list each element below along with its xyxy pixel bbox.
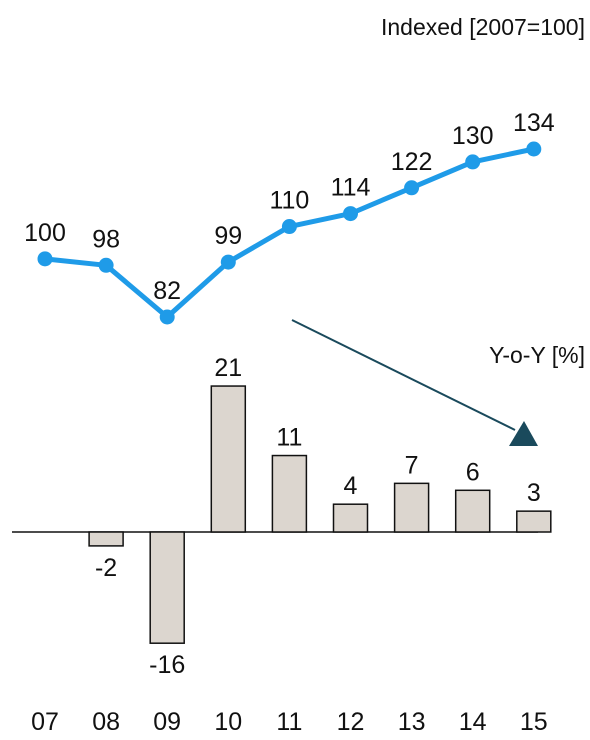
line-point bbox=[343, 206, 358, 222]
x-tick-label: 15 bbox=[520, 708, 548, 736]
bar-label: 6 bbox=[466, 458, 480, 486]
x-axis: 07 08 09 10 11 12 13 14 15 bbox=[31, 708, 548, 736]
line-point-label: 100 bbox=[24, 219, 66, 247]
line-point bbox=[281, 219, 297, 235]
x-tick-label: 13 bbox=[398, 708, 426, 736]
line-point-label: 122 bbox=[391, 148, 433, 176]
line-point bbox=[404, 180, 420, 196]
bar bbox=[332, 503, 369, 533]
x-tick-label: 14 bbox=[459, 708, 487, 736]
bar-label: 11 bbox=[276, 424, 302, 452]
bar-label: -2 bbox=[95, 554, 117, 582]
line-series: 100 98 82 99 110 114 122 130 134 bbox=[24, 109, 555, 325]
bar-label: 3 bbox=[527, 479, 541, 507]
line-point-label: 99 bbox=[214, 222, 242, 250]
x-tick-label: 10 bbox=[214, 708, 242, 736]
line-point bbox=[526, 141, 542, 157]
bar-unit-label: Y-o-Y [%] bbox=[489, 342, 585, 368]
bar-label: 4 bbox=[344, 472, 358, 500]
line-point bbox=[37, 251, 53, 267]
line-unit-label: Indexed [2007=100] bbox=[381, 14, 585, 40]
x-tick-label: 09 bbox=[153, 708, 181, 736]
bar-label: -16 bbox=[149, 651, 185, 679]
trend-arrow bbox=[291, 319, 538, 446]
bar-label: 7 bbox=[405, 451, 419, 479]
line-point-label: 82 bbox=[153, 277, 181, 305]
bar bbox=[210, 385, 247, 533]
bar bbox=[393, 482, 430, 533]
bar-series: -2 -16 21 11 4 7 6 3 bbox=[12, 354, 552, 679]
line-point-label: 130 bbox=[452, 122, 494, 150]
arrow-shaft bbox=[291, 319, 516, 431]
line-point-label: 134 bbox=[513, 109, 555, 137]
line-point bbox=[465, 154, 481, 170]
x-tick-label: 11 bbox=[276, 708, 302, 736]
bar bbox=[454, 489, 491, 533]
x-tick-label: 07 bbox=[31, 708, 59, 736]
line-point-label: 98 bbox=[92, 225, 120, 253]
bar bbox=[88, 531, 124, 547]
bar bbox=[516, 510, 552, 533]
line-point bbox=[159, 309, 175, 325]
bar bbox=[271, 454, 308, 533]
line-point bbox=[98, 257, 114, 273]
arrow-head bbox=[509, 421, 538, 446]
x-tick-label: 12 bbox=[337, 708, 365, 736]
line-point bbox=[220, 254, 236, 270]
bar-label: 21 bbox=[214, 354, 242, 382]
line-point-label: 114 bbox=[331, 174, 371, 202]
line-point-label: 110 bbox=[269, 187, 309, 215]
x-tick-label: 08 bbox=[92, 708, 120, 736]
bar bbox=[149, 531, 185, 644]
